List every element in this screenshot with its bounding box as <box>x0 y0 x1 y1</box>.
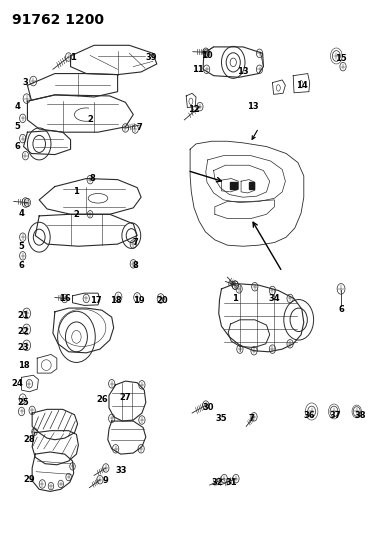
Text: 6: 6 <box>338 305 344 313</box>
Text: 2: 2 <box>74 210 79 219</box>
Text: 20: 20 <box>157 296 169 304</box>
Text: 27: 27 <box>120 393 131 401</box>
Text: 1: 1 <box>74 188 79 196</box>
Text: 6: 6 <box>19 261 24 270</box>
Text: 29: 29 <box>24 475 35 484</box>
Text: 8: 8 <box>89 174 95 183</box>
Text: 21: 21 <box>18 311 29 320</box>
Text: 8: 8 <box>132 261 138 270</box>
Bar <box>230 182 237 189</box>
Text: 16: 16 <box>59 294 71 303</box>
Text: 12: 12 <box>188 105 200 114</box>
Text: 18: 18 <box>18 361 29 369</box>
Text: 7: 7 <box>136 124 142 132</box>
Text: 37: 37 <box>329 411 341 420</box>
Text: 3: 3 <box>23 78 28 87</box>
Text: 26: 26 <box>96 395 108 404</box>
Text: 1: 1 <box>232 294 238 303</box>
Text: 34: 34 <box>269 294 280 303</box>
Text: 5: 5 <box>15 123 20 131</box>
Text: 11: 11 <box>192 65 204 74</box>
Text: 2: 2 <box>87 116 93 124</box>
Text: 32: 32 <box>212 478 223 487</box>
Text: 24: 24 <box>12 379 24 388</box>
Text: 9: 9 <box>103 477 109 485</box>
Text: 7: 7 <box>248 414 254 423</box>
Text: 13: 13 <box>247 102 259 111</box>
Text: 23: 23 <box>18 343 29 352</box>
Text: 6: 6 <box>15 142 20 151</box>
Text: 7: 7 <box>132 238 138 247</box>
Text: 4: 4 <box>19 209 24 217</box>
Text: 17: 17 <box>90 296 102 304</box>
Text: 38: 38 <box>355 411 367 420</box>
Text: 25: 25 <box>18 398 29 407</box>
Text: 18: 18 <box>110 296 122 304</box>
Text: 28: 28 <box>24 435 35 444</box>
Text: 35: 35 <box>216 414 227 423</box>
Text: 39: 39 <box>145 53 157 61</box>
Text: 10: 10 <box>201 52 213 60</box>
Text: 31: 31 <box>225 478 237 487</box>
Bar <box>249 182 254 189</box>
Text: 1: 1 <box>70 53 75 61</box>
Text: 91762 1200: 91762 1200 <box>12 13 104 27</box>
Text: 15: 15 <box>335 54 347 63</box>
Text: 36: 36 <box>304 411 316 420</box>
Text: 13: 13 <box>237 68 249 76</box>
Text: 14: 14 <box>296 81 308 90</box>
Text: 22: 22 <box>18 327 29 336</box>
Text: 4: 4 <box>15 102 20 111</box>
Text: 19: 19 <box>133 296 145 304</box>
Text: 30: 30 <box>202 403 214 412</box>
Text: 33: 33 <box>116 466 127 474</box>
Text: 5: 5 <box>19 242 24 251</box>
